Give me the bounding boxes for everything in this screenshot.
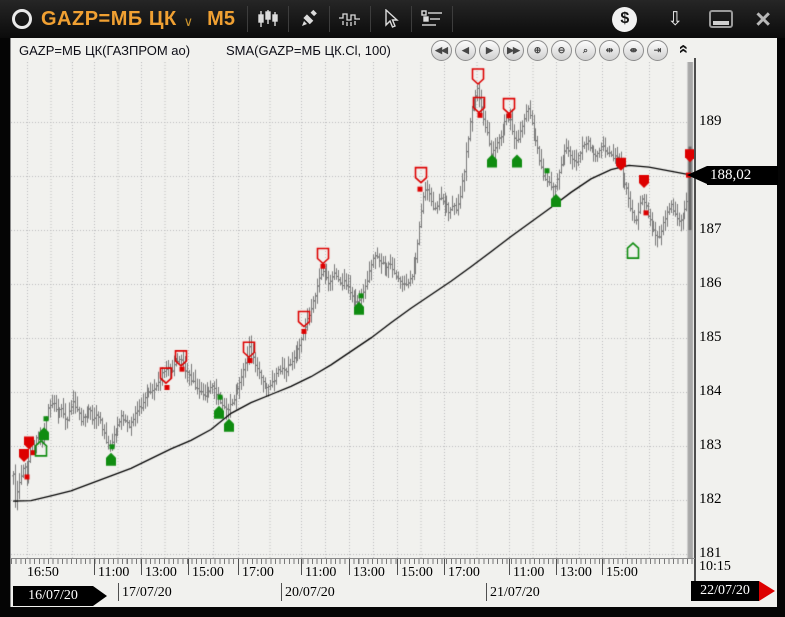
toolbar-divider bbox=[451, 6, 453, 32]
pencil-icon bbox=[301, 9, 317, 26]
indicator-legend: SMA(GAZP=МБ ЦК.Cl, 100) bbox=[226, 43, 391, 58]
minimize-button[interactable] bbox=[709, 10, 734, 28]
price-axis-label: 184 bbox=[699, 382, 722, 399]
time-axis-tick bbox=[301, 559, 302, 575]
date-axis-label: 17/07/20 bbox=[122, 585, 172, 600]
scroll-fast-right-button[interactable]: ▶▶ bbox=[502, 40, 524, 61]
time-axis-tick bbox=[444, 559, 445, 575]
window-titlebar: GAZP=МБ ЦК ∨ M5 bbox=[0, 0, 785, 38]
date-end-label: 22/07/20 bbox=[691, 581, 759, 601]
date-axis-tick bbox=[118, 583, 119, 601]
time-axis-tick bbox=[397, 559, 398, 575]
time-axis-label: 13:00 bbox=[560, 565, 592, 580]
price-badge-arrow-icon bbox=[687, 165, 707, 184]
signals-button[interactable] bbox=[335, 5, 365, 33]
time-axis-label: 13:00 bbox=[353, 565, 385, 580]
price-axis-label: 183 bbox=[699, 436, 722, 453]
toolbar-divider bbox=[287, 6, 289, 32]
date-start-label: 16/07/20 bbox=[13, 586, 93, 606]
time-axis-tick bbox=[94, 559, 95, 575]
signal-chart-icon bbox=[338, 13, 360, 26]
close-button[interactable]: × bbox=[755, 3, 771, 34]
time-axis-label: 15:00 bbox=[606, 565, 638, 580]
time-axis-label: 15:00 bbox=[192, 565, 224, 580]
chart-panel: GAZP=МБ ЦК(ГАЗПРОМ ао) SMA(GAZP=МБ ЦК.Cl… bbox=[10, 38, 778, 607]
price-axis-label: 181 bbox=[699, 544, 722, 561]
zoom-in-button[interactable]: ⊕ bbox=[526, 40, 548, 61]
price-axis-label: 189 bbox=[699, 113, 722, 130]
window-controls: $ ⇩ × bbox=[612, 3, 785, 34]
scroll-fast-left-button[interactable]: ◀◀ bbox=[430, 40, 452, 61]
timeframe-selector[interactable]: M5 bbox=[207, 7, 235, 30]
price-chart-canvas[interactable] bbox=[11, 62, 694, 558]
time-axis-tick bbox=[602, 559, 603, 575]
time-axis-label: 13:00 bbox=[145, 565, 177, 580]
date-axis-label: 21/07/20 bbox=[490, 585, 540, 600]
time-axis-minor-ticks bbox=[11, 558, 695, 564]
time-axis-tick bbox=[509, 559, 510, 575]
zoom-out-button[interactable]: ⊖ bbox=[550, 40, 572, 61]
time-axis-label: 11:00 bbox=[98, 565, 130, 580]
layers-list-icon bbox=[421, 10, 442, 26]
last-price-badge: 188,02 bbox=[707, 165, 778, 185]
status-ring-icon bbox=[12, 9, 32, 29]
toolbar-divider bbox=[246, 6, 248, 32]
time-axis-label: 17:00 bbox=[448, 565, 480, 580]
date-end-arrow-icon bbox=[759, 581, 775, 601]
toolbar-divider bbox=[369, 6, 371, 32]
time-axis-tick bbox=[238, 559, 239, 575]
date-start-arrow-icon bbox=[93, 586, 107, 606]
cursor-tool-button[interactable] bbox=[376, 5, 406, 33]
time-axis-label: 16:50 bbox=[27, 565, 59, 580]
arrow-down-icon[interactable]: ⇩ bbox=[667, 8, 684, 30]
candlestick-icon bbox=[258, 10, 278, 27]
scroll-right-button[interactable]: ▶ bbox=[478, 40, 500, 61]
instrument-title[interactable]: GAZP=МБ ЦК bbox=[41, 7, 177, 30]
minimize-bar-icon bbox=[713, 21, 730, 25]
draw-tool-button[interactable] bbox=[294, 5, 324, 33]
collapse-toolbar-button[interactable]: « bbox=[675, 44, 694, 54]
price-axis-label: 182 bbox=[699, 490, 722, 507]
instrument-legend: GAZP=МБ ЦК(ГАЗПРОМ ао) bbox=[19, 43, 191, 58]
time-axis-tick bbox=[188, 559, 189, 575]
toolbar-divider bbox=[328, 6, 330, 32]
scroll-to-end-button[interactable]: ⇥ bbox=[646, 40, 668, 61]
chart-style-button[interactable] bbox=[253, 5, 283, 33]
time-axis-tick bbox=[556, 559, 557, 575]
time-axis-tick bbox=[141, 559, 142, 575]
scroll-left-button[interactable]: ◀ bbox=[454, 40, 476, 61]
date-axis-tick bbox=[281, 583, 282, 601]
current-time-label: 10:15 bbox=[699, 559, 731, 574]
time-axis-label: 11:00 bbox=[513, 565, 545, 580]
chevron-down-icon[interactable]: ∨ bbox=[183, 14, 194, 29]
objects-list-button[interactable] bbox=[417, 5, 447, 33]
compress-bars-button[interactable]: ⇹ bbox=[598, 40, 620, 61]
date-axis-tick bbox=[486, 583, 487, 601]
time-axis-label: 17:00 bbox=[242, 565, 274, 580]
axis-divider bbox=[694, 58, 696, 586]
cursor-arrow-icon bbox=[385, 9, 399, 28]
currency-icon[interactable]: $ bbox=[612, 6, 638, 32]
time-axis-tick bbox=[349, 559, 350, 575]
toolbar-divider bbox=[410, 6, 412, 32]
time-axis-label: 11:00 bbox=[305, 565, 337, 580]
price-axis-label: 186 bbox=[699, 275, 722, 291]
time-axis-label: 15:00 bbox=[401, 565, 433, 580]
price-axis-label: 185 bbox=[699, 328, 722, 345]
zoom-select-button[interactable]: ⌕ bbox=[574, 40, 596, 61]
price-axis-label: 187 bbox=[699, 221, 722, 238]
expand-bars-button[interactable]: ⇼ bbox=[622, 40, 644, 61]
date-axis-label: 20/07/20 bbox=[285, 585, 335, 600]
